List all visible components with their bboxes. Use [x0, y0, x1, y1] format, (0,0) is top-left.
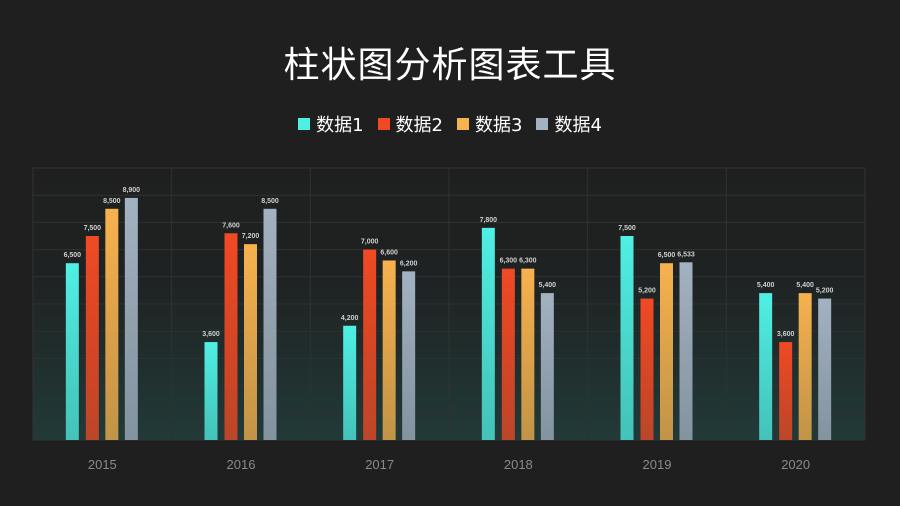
- bar: [85, 236, 99, 440]
- data-label: 3,600: [202, 331, 220, 338]
- data-label: 8,900: [123, 187, 141, 194]
- bar: [640, 298, 654, 440]
- legend-swatch: [536, 118, 549, 130]
- data-label: 4,200: [341, 315, 359, 322]
- data-label: 7,200: [242, 233, 260, 240]
- legend-label: 数据4: [554, 115, 602, 136]
- data-label: 5,200: [638, 288, 656, 295]
- bar: [620, 236, 634, 440]
- bar: [204, 342, 218, 440]
- bar: [244, 244, 257, 440]
- bar: [263, 208, 277, 440]
- chart-title: 柱状图分析图表工具: [283, 45, 617, 86]
- bar: [521, 268, 535, 440]
- bar: [818, 298, 832, 440]
- data-label: 6,300: [519, 258, 537, 265]
- bar: [363, 249, 377, 440]
- x-tick-label: 2019: [643, 457, 672, 472]
- data-label: 5,400: [757, 282, 775, 289]
- legend-swatch: [298, 118, 311, 130]
- bar: [65, 263, 79, 440]
- data-label: 7,600: [222, 222, 240, 229]
- x-tick-label: 2016: [227, 457, 256, 472]
- x-tick-label: 2020: [781, 457, 810, 472]
- legend-label: 数据2: [395, 115, 443, 136]
- legend-label: 数据1: [316, 115, 364, 136]
- data-label: 7,800: [480, 217, 498, 224]
- legend-item: 数据1: [298, 111, 364, 137]
- bar: [402, 271, 416, 440]
- bar: [679, 262, 693, 440]
- data-label: 6,500: [64, 252, 82, 259]
- bar: [798, 293, 812, 440]
- legend: 数据1 数据2 数据3 数据4: [0, 111, 900, 137]
- data-label: 6,500: [658, 252, 676, 259]
- bar: [105, 208, 119, 440]
- bar: [759, 293, 773, 440]
- legend-item: 数据3: [457, 111, 522, 137]
- data-label: 6,533: [677, 251, 695, 258]
- data-label: 6,600: [380, 249, 398, 256]
- legend-swatch: [377, 118, 390, 130]
- data-label: 8,500: [261, 198, 279, 205]
- legend-item: 数据2: [377, 111, 443, 137]
- x-tick-label: 2018: [504, 457, 533, 472]
- bar: [501, 268, 515, 440]
- bar: [540, 293, 554, 440]
- legend-swatch: [457, 118, 469, 130]
- x-tick-label: 2015: [88, 457, 117, 472]
- data-label: 8,500: [103, 198, 121, 205]
- data-label: 6,200: [400, 260, 418, 267]
- data-label: 5,400: [796, 282, 814, 289]
- legend-item: 数据4: [536, 111, 602, 137]
- data-label: 5,200: [816, 288, 834, 295]
- data-label: 5,400: [539, 282, 557, 289]
- bar: [779, 342, 793, 440]
- data-label: 3,600: [777, 331, 795, 338]
- bar: [343, 325, 357, 440]
- data-label: 6,300: [500, 258, 518, 265]
- bar: [224, 233, 238, 440]
- data-label: 7,500: [84, 225, 102, 232]
- legend-label: 数据3: [475, 115, 523, 136]
- data-label: 7,000: [361, 239, 379, 246]
- bar: [660, 263, 673, 440]
- data-label: 7,500: [618, 225, 636, 232]
- bar: [481, 227, 495, 440]
- bar: [382, 260, 396, 440]
- x-tick-label: 2017: [365, 457, 394, 472]
- bar: [124, 197, 138, 440]
